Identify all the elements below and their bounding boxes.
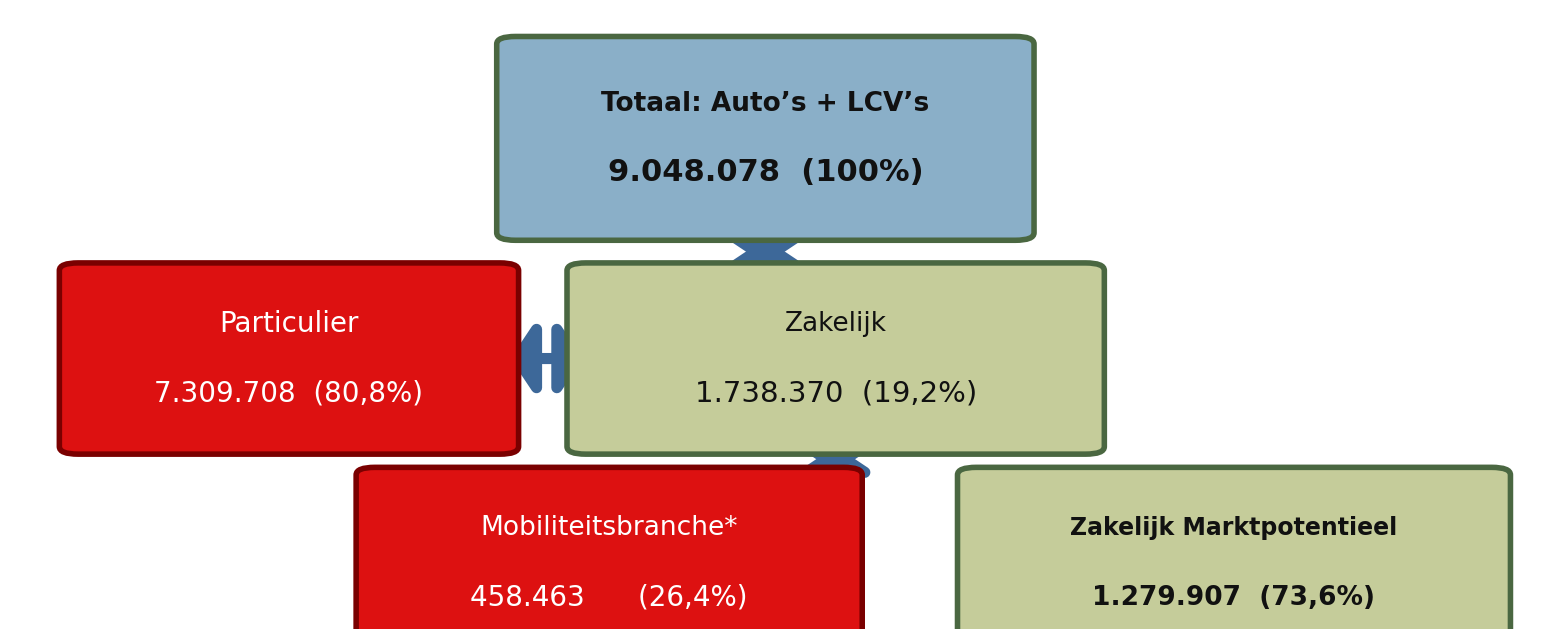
FancyBboxPatch shape bbox=[59, 263, 519, 454]
Text: Zakelijk Marktpotentieel: Zakelijk Marktpotentieel bbox=[1070, 516, 1398, 540]
Text: Mobiliteitsbranche*: Mobiliteitsbranche* bbox=[481, 515, 737, 542]
Text: Particulier: Particulier bbox=[219, 310, 359, 338]
FancyBboxPatch shape bbox=[356, 467, 862, 629]
Text: Zakelijk: Zakelijk bbox=[784, 311, 887, 337]
FancyBboxPatch shape bbox=[958, 467, 1510, 629]
Text: 9.048.078  (100%): 9.048.078 (100%) bbox=[608, 159, 923, 187]
Text: 7.309.708  (80,8%): 7.309.708 (80,8%) bbox=[155, 379, 423, 407]
Text: 458.463      (26,4%): 458.463 (26,4%) bbox=[470, 584, 748, 611]
Text: Totaal: Auto’s + LCV’s: Totaal: Auto’s + LCV’s bbox=[601, 91, 929, 117]
Text: 1.279.907  (73,6%): 1.279.907 (73,6%) bbox=[1092, 584, 1376, 611]
Text: 1.738.370  (19,2%): 1.738.370 (19,2%) bbox=[695, 379, 976, 407]
FancyBboxPatch shape bbox=[567, 263, 1104, 454]
FancyBboxPatch shape bbox=[497, 36, 1034, 240]
